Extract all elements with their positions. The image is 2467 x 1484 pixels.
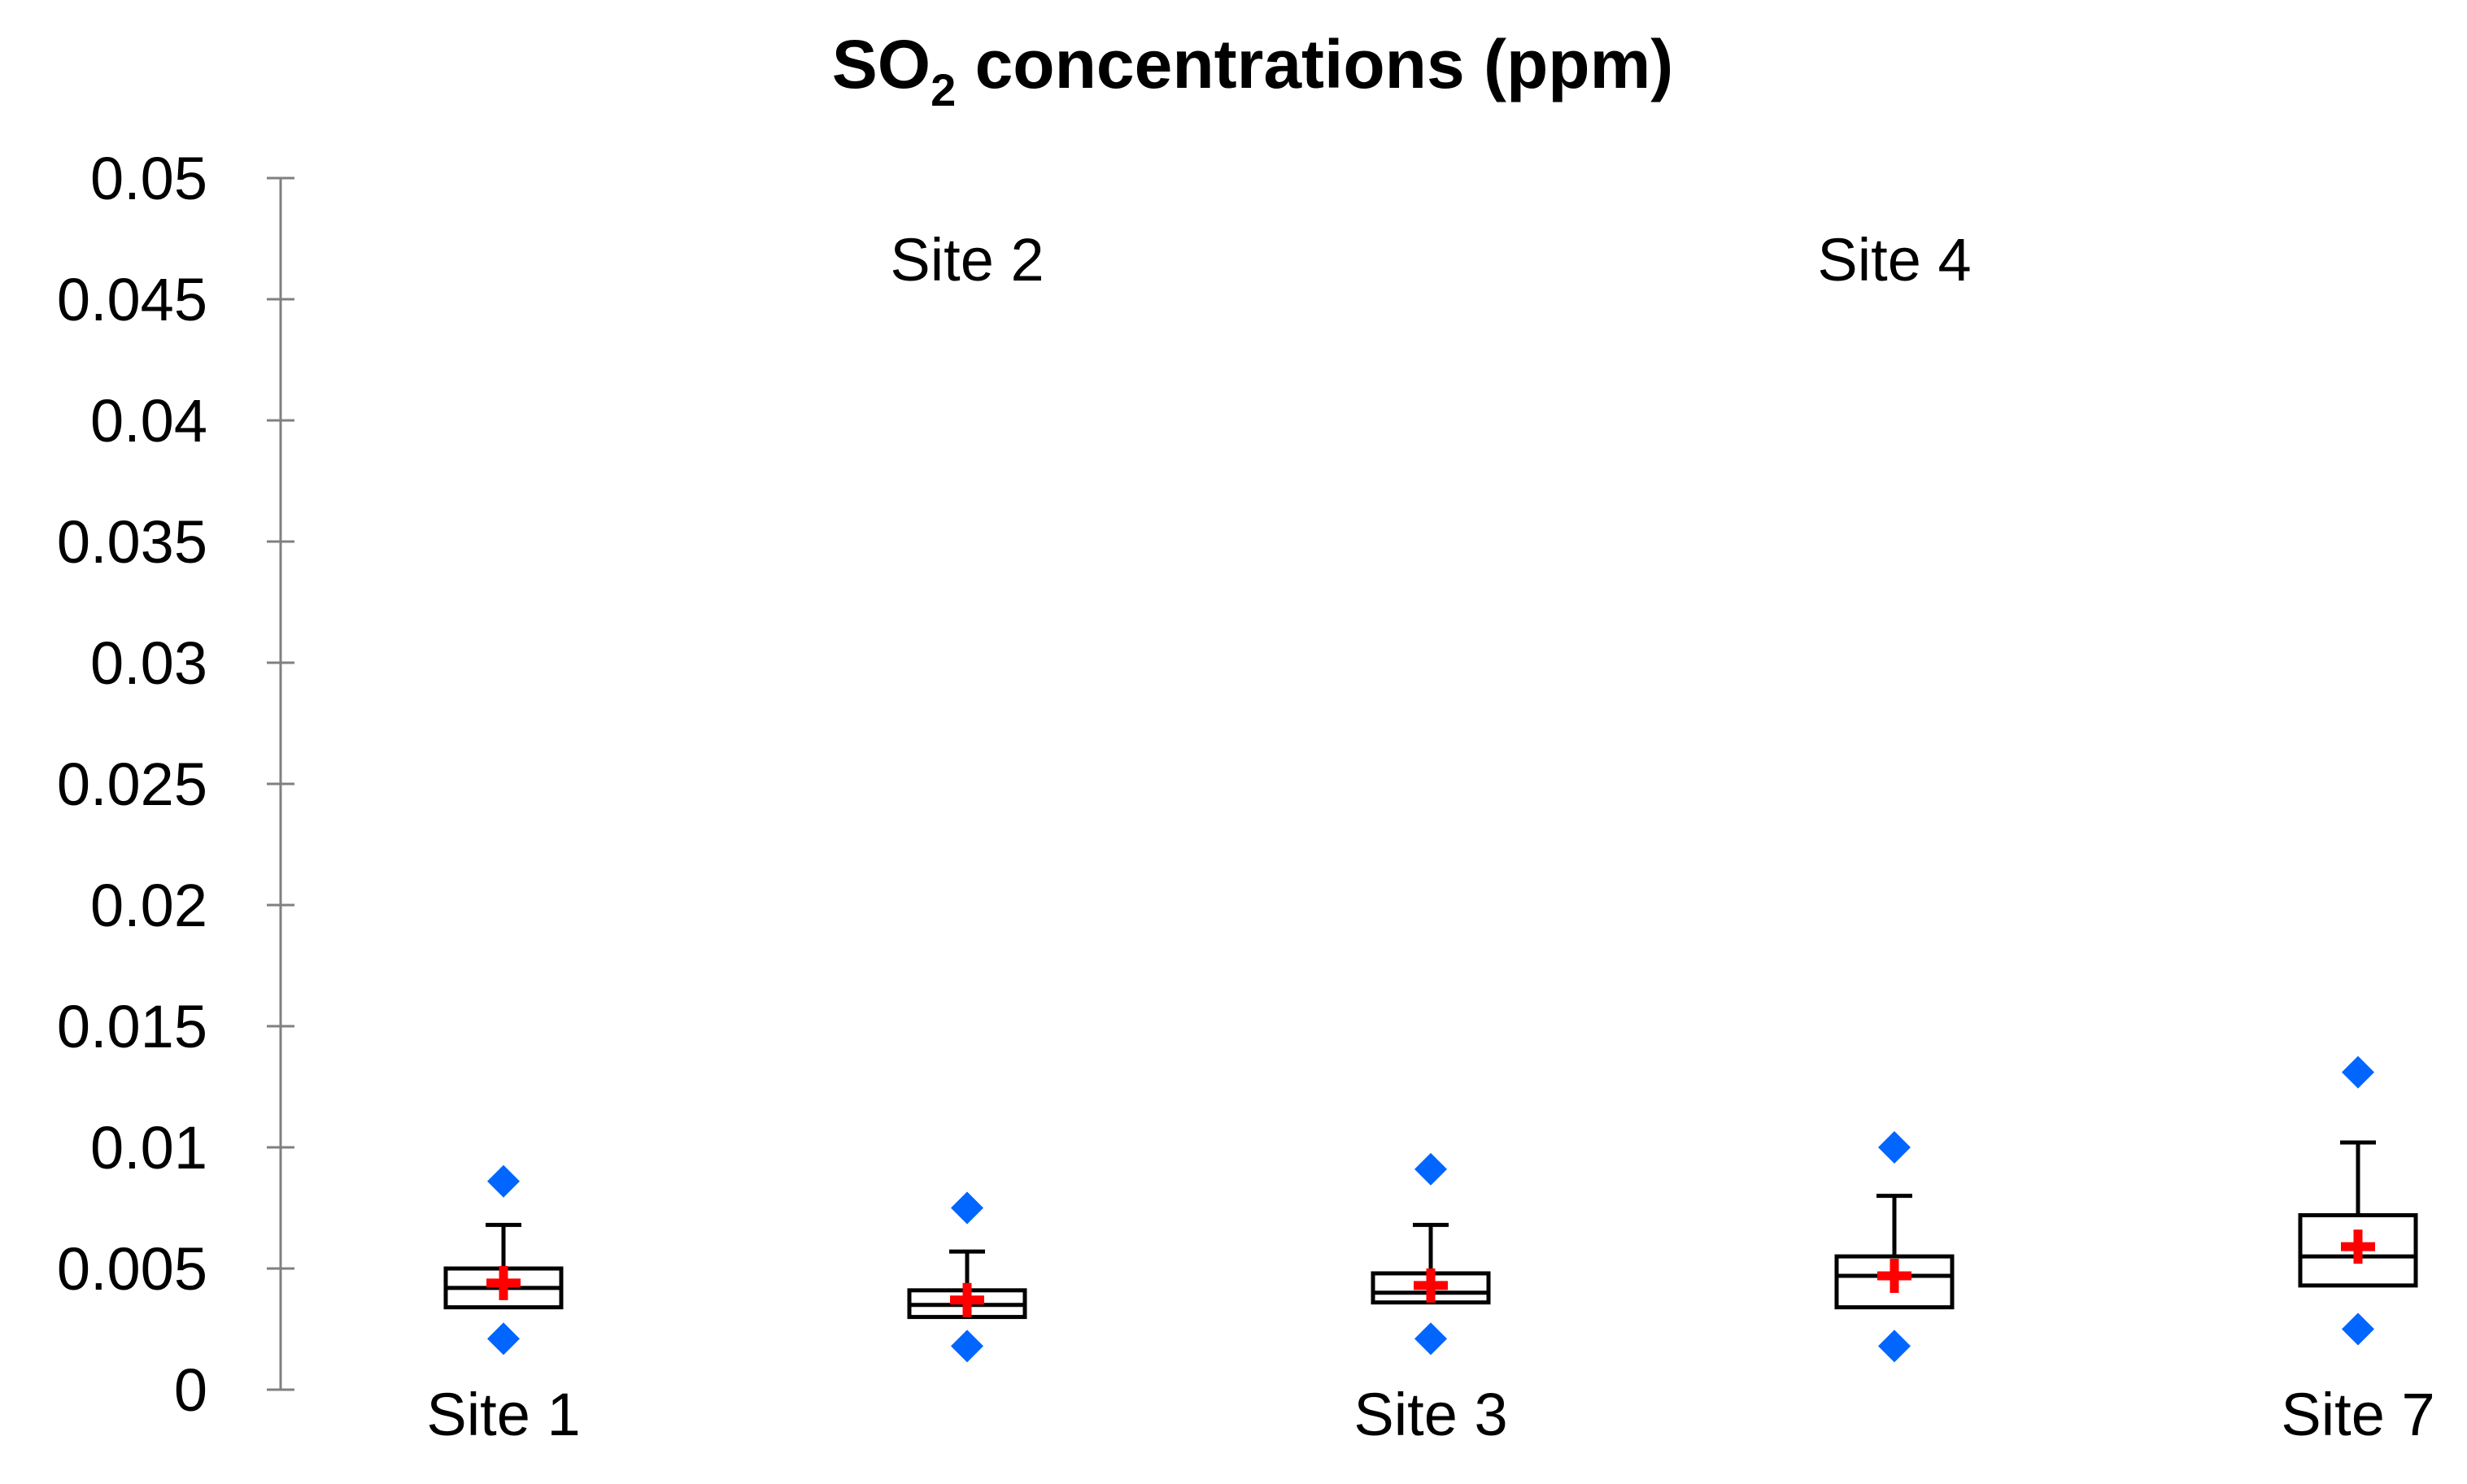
category-label: Site 2	[890, 226, 1044, 294]
min-marker	[951, 1330, 983, 1363]
y-tick-label: 0.025	[57, 751, 207, 818]
category-label: Site 3	[1353, 1381, 1507, 1448]
mean-marker	[1414, 1268, 1448, 1303]
y-tick-label: 0	[174, 1356, 207, 1424]
y-tick-label: 0.035	[57, 508, 207, 576]
box-plot-site-1	[443, 1164, 564, 1356]
y-tick-label: 0.04	[90, 387, 207, 455]
mean-marker	[1877, 1258, 1911, 1293]
box-plots	[443, 1055, 2418, 1363]
y-tick-label: 0.03	[90, 629, 207, 697]
chart-title-suffix: concentrations (ppm)	[956, 26, 1673, 102]
min-marker	[1414, 1322, 1447, 1356]
max-marker	[1878, 1131, 1911, 1164]
chart-title-prefix: SO	[832, 26, 931, 102]
min-marker	[1878, 1330, 1911, 1363]
y-tick-label: 0.05	[90, 145, 207, 212]
box-plot-site-4	[1834, 1131, 1955, 1363]
category-label: Site 7	[2281, 1381, 2434, 1448]
max-marker	[951, 1191, 983, 1225]
y-tick-label: 0.02	[90, 872, 207, 939]
category-label: Site 1	[426, 1381, 580, 1448]
max-marker	[2342, 1055, 2374, 1089]
box-plot-site-7	[2298, 1055, 2418, 1346]
mean-marker	[486, 1265, 521, 1300]
min-marker	[487, 1322, 520, 1356]
max-marker	[1414, 1152, 1447, 1186]
chart-title: SO2 concentrations (ppm)	[832, 26, 1674, 115]
category-label: Site 4	[1817, 226, 1971, 294]
box-plot-site-2	[907, 1191, 1027, 1363]
mean-marker	[950, 1282, 984, 1317]
y-axis: 0 0.005 0.01 0.015 0.02 0.025 0.03 0.035 0.04 0.0…	[57, 145, 294, 1424]
mean-marker	[2341, 1229, 2375, 1264]
y-tick-label: 0.015	[57, 993, 207, 1060]
max-marker	[487, 1164, 520, 1198]
min-marker	[2342, 1312, 2374, 1346]
y-tick-label: 0.005	[57, 1235, 207, 1303]
box-plot-site-3	[1371, 1152, 1491, 1356]
y-tick-label: 0.01	[90, 1114, 207, 1182]
y-tick-label: 0.045	[57, 266, 207, 333]
chart-title-subscript: 2	[931, 64, 956, 115]
